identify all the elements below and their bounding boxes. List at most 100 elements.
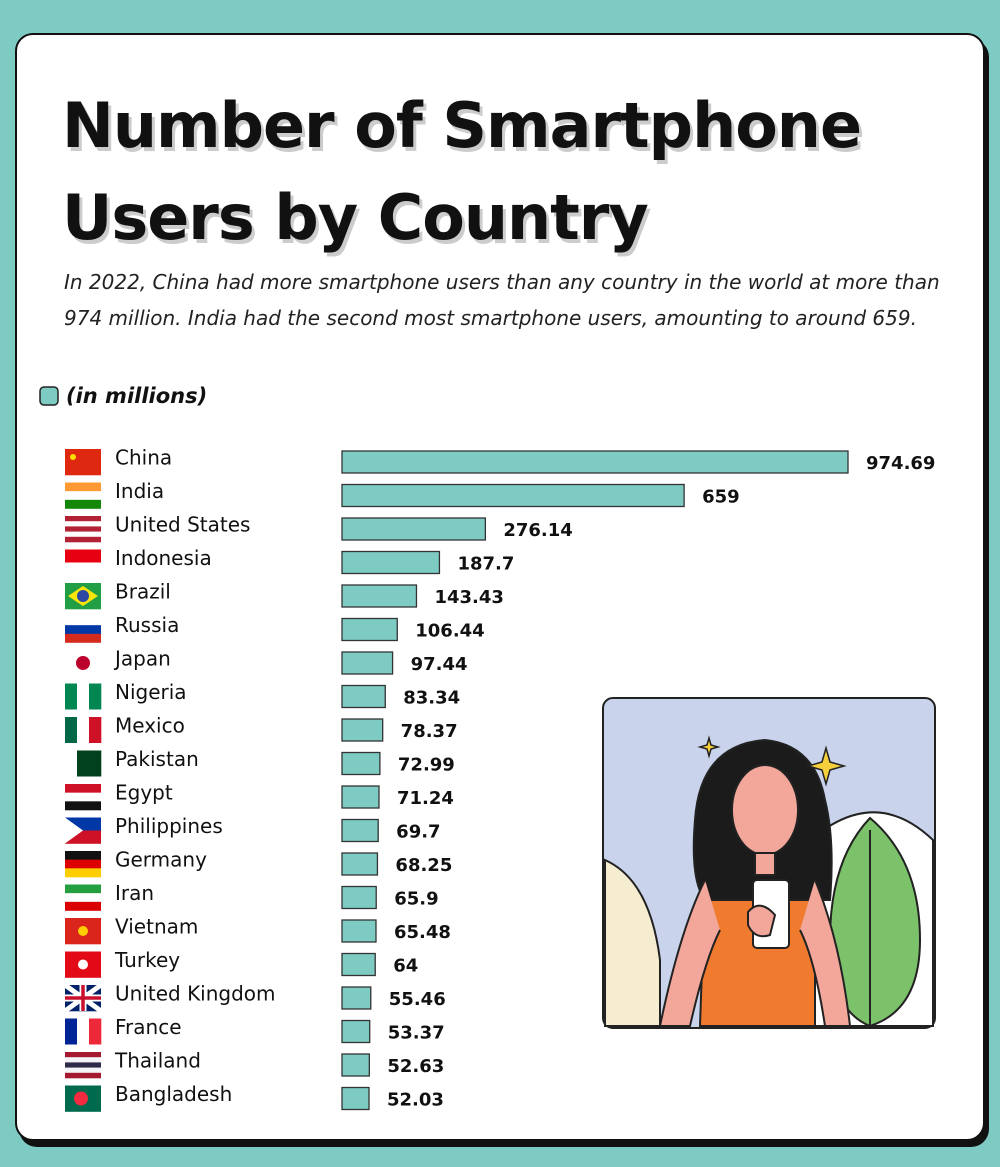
flag-stripe [65, 859, 101, 869]
bar [341, 1053, 370, 1077]
legend-label: (in millions) [66, 384, 207, 408]
bar [341, 952, 376, 977]
illustration [602, 697, 936, 1029]
flag-stripe [65, 868, 101, 878]
flag-shape [76, 656, 90, 670]
category-label: Nigeria [115, 680, 187, 704]
flag-stripe [65, 531, 101, 538]
value-label: 68.25 [395, 855, 452, 876]
bar [341, 1086, 370, 1111]
category-label: Pakistan [115, 747, 199, 771]
flag-stripe [65, 1067, 101, 1074]
value-label: 78.37 [401, 721, 458, 742]
flag-stripe [65, 562, 101, 576]
value-label: 52.03 [387, 1090, 444, 1111]
flag-stripe [65, 1072, 101, 1079]
bar [341, 718, 384, 742]
flag-stripe [65, 491, 101, 501]
flag-stripe [65, 784, 101, 793]
value-label: 276.14 [503, 520, 572, 541]
flag-stripe [65, 750, 78, 777]
bar [341, 751, 381, 776]
value-label: 65.9 [394, 889, 438, 910]
flag-stripe [65, 625, 101, 635]
category-label: India [115, 479, 164, 503]
flag-stripe [65, 521, 101, 527]
bar [341, 483, 685, 508]
category-label: Russia [115, 613, 179, 637]
category-label: Bangladesh [115, 1082, 232, 1106]
flag-stripe [65, 851, 101, 860]
value-label: 65.48 [394, 922, 451, 943]
value-label: 64 [393, 956, 418, 977]
value-label: 659 [702, 487, 740, 508]
value-label: 71.24 [397, 788, 454, 809]
flag-stripe [65, 499, 101, 509]
category-label: United States [115, 513, 250, 537]
bar [341, 450, 849, 474]
flag-stripe [65, 1057, 101, 1063]
flag-stripe [65, 1052, 101, 1058]
bar [341, 1019, 371, 1044]
category-label: China [115, 446, 172, 470]
flag-stripe [65, 801, 101, 811]
bar [341, 517, 487, 541]
flag-stripe [65, 516, 101, 522]
flag-stripe [65, 884, 101, 894]
bar [341, 651, 394, 675]
flag-stripe [65, 482, 101, 492]
flag-stripe [65, 1018, 78, 1045]
category-label: Japan [113, 647, 171, 671]
bar [341, 852, 379, 876]
flag-stripe [77, 1018, 90, 1045]
bar [341, 550, 441, 575]
value-label: 52.63 [387, 1056, 444, 1077]
bar [341, 818, 379, 843]
value-label: 83.34 [403, 688, 460, 709]
bar [341, 885, 377, 910]
category-label: United Kingdom [115, 982, 276, 1006]
value-label: 187.7 [457, 554, 514, 575]
value-label: 974.69 [866, 453, 935, 474]
category-label: Indonesia [115, 546, 212, 570]
bar [341, 919, 377, 943]
chart-title: Number of Smartphone Users by Country [62, 89, 862, 254]
category-label: Philippines [115, 814, 223, 838]
value-label: 97.44 [411, 654, 468, 675]
value-label: 72.99 [398, 755, 455, 776]
flag-shape [74, 1091, 88, 1106]
value-label: 106.44 [415, 621, 484, 642]
legend-swatch [39, 386, 59, 406]
bar [341, 584, 418, 608]
flag-stripe [65, 616, 101, 626]
flag-stripe [77, 717, 90, 743]
flag-stripe [89, 717, 102, 743]
value-label: 69.7 [396, 822, 440, 843]
category-label: Egypt [115, 781, 173, 805]
category-label: Iran [115, 881, 154, 905]
category-label: Germany [115, 848, 207, 872]
flag-stripe [65, 1062, 101, 1068]
category-label: Mexico [115, 714, 185, 738]
flag-stripe [65, 449, 101, 476]
chart-subtitle: In 2022, China had more smartphone users… [64, 270, 940, 330]
category-label: Vietnam [115, 915, 198, 939]
bar [341, 617, 398, 642]
flag-stripe [65, 717, 78, 743]
flag-star [70, 454, 76, 460]
flag-stripe [65, 901, 101, 911]
bar [341, 986, 372, 1010]
category-label: Brazil [115, 580, 171, 604]
flag-stripe [77, 683, 90, 710]
value-label: 55.46 [389, 989, 446, 1010]
category-label: Thailand [114, 1049, 201, 1073]
flag-stripe [89, 683, 102, 710]
bar [341, 785, 380, 809]
flag-shape [78, 959, 88, 970]
flag-shape [78, 926, 88, 936]
flag-stripe [89, 750, 102, 777]
flag-stripe [65, 683, 78, 710]
flag-stripe [65, 549, 101, 563]
